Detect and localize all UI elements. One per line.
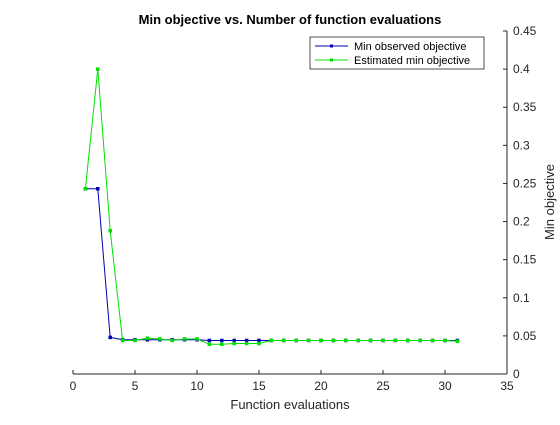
x-tick-label: 30 — [438, 379, 452, 393]
y-tick-label: 0.45 — [513, 24, 537, 38]
x-tick-label: 5 — [132, 379, 139, 393]
series-1-point — [207, 338, 212, 343]
series-2-point — [368, 338, 373, 343]
series-2-point — [145, 336, 150, 340]
x-tick-label: 15 — [252, 379, 266, 393]
series-2-point — [443, 338, 447, 343]
series-2-point — [232, 341, 236, 346]
series-2-point — [170, 338, 174, 343]
x-axis-label: Function evaluations — [230, 397, 350, 412]
legend-label: Estimated min objective — [354, 55, 470, 67]
series-2-point — [356, 338, 360, 343]
series-2-point — [207, 342, 212, 347]
series-2-point — [381, 338, 385, 343]
series-2-point — [319, 338, 323, 343]
x-tick-label: 35 — [500, 379, 514, 393]
y-tick-label: 0 — [513, 367, 520, 381]
series-2-point — [393, 338, 398, 343]
y-tick-label: 0.15 — [513, 253, 537, 267]
y-axis-label: Min objective — [542, 164, 557, 240]
series-2-point — [430, 338, 435, 343]
series-2-point — [455, 339, 460, 343]
x-tick-label: 10 — [190, 379, 204, 393]
series-2-point — [331, 338, 336, 343]
legend-swatch-marker — [330, 44, 333, 48]
series-1-point — [244, 338, 249, 343]
series-2-point — [96, 67, 100, 71]
y-tick-label: 0.2 — [513, 215, 530, 229]
legend-box — [309, 36, 485, 70]
series-2-point — [294, 338, 298, 343]
series-2-point — [133, 338, 137, 343]
chart-title: Min objective vs. Number of function eva… — [139, 12, 442, 27]
series-1-point — [220, 338, 224, 343]
series-2-point — [344, 338, 348, 343]
legend-label: Min observed objective — [354, 41, 467, 53]
y-tick-label: 0.1 — [513, 291, 530, 305]
legend: Min observed objective Estimated min obje… — [309, 36, 485, 70]
y-tick-label: 0.35 — [513, 100, 537, 114]
series-2-point — [182, 337, 187, 341]
series-2-point — [220, 342, 224, 347]
series-2-point — [418, 338, 422, 343]
series-1-point — [232, 338, 236, 343]
series-2-point — [406, 338, 410, 343]
series-2-point — [108, 228, 112, 233]
series-2-point — [306, 338, 311, 343]
series-2-point — [158, 337, 162, 341]
legend-swatch-marker — [330, 58, 333, 62]
x-tick-label: 20 — [314, 379, 328, 393]
series-1-point — [96, 187, 100, 191]
y-tick-label: 0.05 — [513, 329, 537, 343]
plot-background — [73, 31, 507, 374]
series-2-point — [282, 338, 286, 343]
series-2-point — [257, 341, 261, 346]
series-2-point — [120, 338, 125, 343]
y-tick-label: 0.4 — [513, 62, 530, 76]
x-tick-label: 0 — [70, 379, 77, 393]
series-2-point — [244, 341, 249, 346]
series-1-point — [108, 335, 112, 340]
series-2-point — [195, 337, 199, 341]
series-1-point — [257, 338, 261, 343]
y-tick-label: 0.3 — [513, 138, 530, 152]
series-2-point — [83, 187, 88, 191]
y-tick-label: 0.25 — [513, 176, 537, 190]
x-tick-label: 25 — [376, 379, 390, 393]
series-2-point — [269, 338, 274, 343]
